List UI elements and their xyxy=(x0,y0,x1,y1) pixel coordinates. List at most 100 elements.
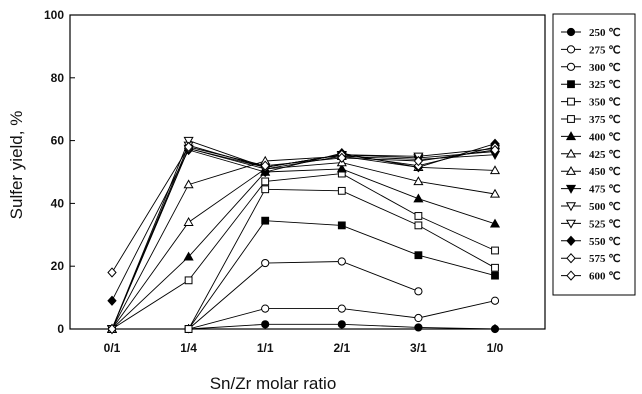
data-point-series-1 xyxy=(414,323,423,332)
data-point-series-14 xyxy=(107,323,117,335)
data-point-series-13 xyxy=(107,295,117,306)
data-point-series-3 xyxy=(337,257,346,266)
legend-marker xyxy=(566,45,576,54)
series-line-9 xyxy=(111,155,496,330)
legend-marker xyxy=(567,115,575,123)
series-line-14 xyxy=(111,146,496,330)
data-point-series-1 xyxy=(490,324,500,334)
data-point-series-4 xyxy=(337,221,346,230)
plot-border xyxy=(69,14,546,330)
data-point-series-5 xyxy=(414,221,423,230)
legend-label: 450 ℃ xyxy=(589,166,621,178)
data-point-series-15 xyxy=(260,160,270,171)
legend-marker xyxy=(565,184,577,194)
legend-marker xyxy=(565,219,577,229)
data-point-series-6 xyxy=(261,177,270,186)
data-point-series-5 xyxy=(261,185,270,194)
data-point-series-9 xyxy=(489,165,501,175)
x-tick-label: 1/4 xyxy=(180,341,197,355)
data-point-series-5 xyxy=(491,263,499,272)
data-point-series-8 xyxy=(413,176,424,186)
data-point-series-15 xyxy=(490,144,500,156)
data-point-series-6 xyxy=(491,246,499,255)
legend-label: 600 ℃ xyxy=(589,271,621,283)
data-point-series-3 xyxy=(414,287,423,296)
data-point-series-6 xyxy=(184,276,193,285)
plot-area xyxy=(69,14,546,330)
series-line-11 xyxy=(111,144,496,330)
series-markers xyxy=(106,136,501,335)
legend-marker xyxy=(566,253,576,264)
legend-marker xyxy=(567,80,575,89)
data-point-series-9 xyxy=(183,179,194,189)
x-tick-label: 1/0 xyxy=(487,341,504,355)
legend: 250 ℃ 275 ℃ 300 ℃ 325 ℃ 350 ℃ 375 ℃ 400 ℃ 425 ℃… xyxy=(552,13,636,296)
data-point-series-2 xyxy=(337,304,346,313)
legend-marker xyxy=(566,270,576,281)
data-point-series-1 xyxy=(261,320,270,329)
data-point-series-7 xyxy=(413,193,424,203)
series-line-12 xyxy=(111,140,496,330)
series-line-3 xyxy=(112,261,419,330)
series-line-8 xyxy=(111,162,496,330)
legend-label: 250 ℃ xyxy=(589,27,621,39)
data-point-series-4 xyxy=(261,216,270,225)
data-point-series-8 xyxy=(183,217,194,226)
series-line-1 xyxy=(112,323,496,330)
data-point-series-3 xyxy=(261,258,270,268)
data-point-series-7 xyxy=(489,218,501,228)
legend-marker xyxy=(567,97,575,106)
legend-marker xyxy=(566,27,576,37)
data-point-series-7 xyxy=(336,163,347,173)
data-point-series-4 xyxy=(414,251,423,260)
data-point-series-5 xyxy=(337,186,346,195)
data-point-series-15 xyxy=(183,141,194,153)
y-axis-title: Sulfer yield, % xyxy=(7,111,26,220)
legend-label: 550 ℃ xyxy=(589,236,621,248)
y-tick-label: 0 xyxy=(57,322,64,336)
data-point-series-5 xyxy=(184,325,193,333)
data-point-series-8 xyxy=(489,188,501,198)
data-point-series-15 xyxy=(337,152,347,164)
y-tick-label: 100 xyxy=(44,8,64,22)
legend-label: 400 ℃ xyxy=(589,131,621,143)
data-point-series-15 xyxy=(107,267,117,278)
data-point-series-2 xyxy=(490,296,500,305)
legend-label: 350 ℃ xyxy=(589,97,621,109)
series-line-10 xyxy=(111,147,496,330)
data-point-series-4 xyxy=(491,271,499,280)
data-point-series-2 xyxy=(414,313,423,323)
x-tick-label: 0/1 xyxy=(104,341,121,355)
series-line-15 xyxy=(111,146,496,273)
legend-marker xyxy=(566,62,576,71)
x-tick-label: 1/1 xyxy=(257,341,274,355)
legend-marker xyxy=(565,202,577,212)
legend-box xyxy=(552,13,636,296)
legend-label: 375 ℃ xyxy=(589,114,621,126)
data-point-series-2 xyxy=(261,304,270,313)
y-tick-label: 40 xyxy=(51,196,65,210)
legend-label: 275 ℃ xyxy=(589,44,621,56)
data-point-series-6 xyxy=(414,212,423,220)
legend-label: 300 ℃ xyxy=(589,62,621,74)
legend-marker xyxy=(565,165,577,175)
legend-label: 575 ℃ xyxy=(589,253,621,265)
legend-label: 325 ℃ xyxy=(589,79,621,91)
y-tick-label: 60 xyxy=(51,134,65,148)
legend-label: 525 ℃ xyxy=(589,218,621,230)
series-line-7 xyxy=(111,168,496,330)
legend-marker xyxy=(565,131,577,141)
series-line-2 xyxy=(112,300,496,330)
x-tick-label: 2/1 xyxy=(333,341,350,355)
legend-label: 475 ℃ xyxy=(589,184,621,196)
series-line-5 xyxy=(112,188,496,330)
legend-label: 425 ℃ xyxy=(589,149,621,161)
data-point-series-15 xyxy=(413,155,424,167)
y-axis: 0 20 40 60 80 100 xyxy=(44,8,75,336)
legend-label: 500 ℃ xyxy=(589,201,621,213)
data-point-series-12 xyxy=(183,136,194,146)
x-tick-label: 3/1 xyxy=(410,341,427,355)
data-point-series-7 xyxy=(183,251,194,261)
legend-marker xyxy=(566,235,576,246)
